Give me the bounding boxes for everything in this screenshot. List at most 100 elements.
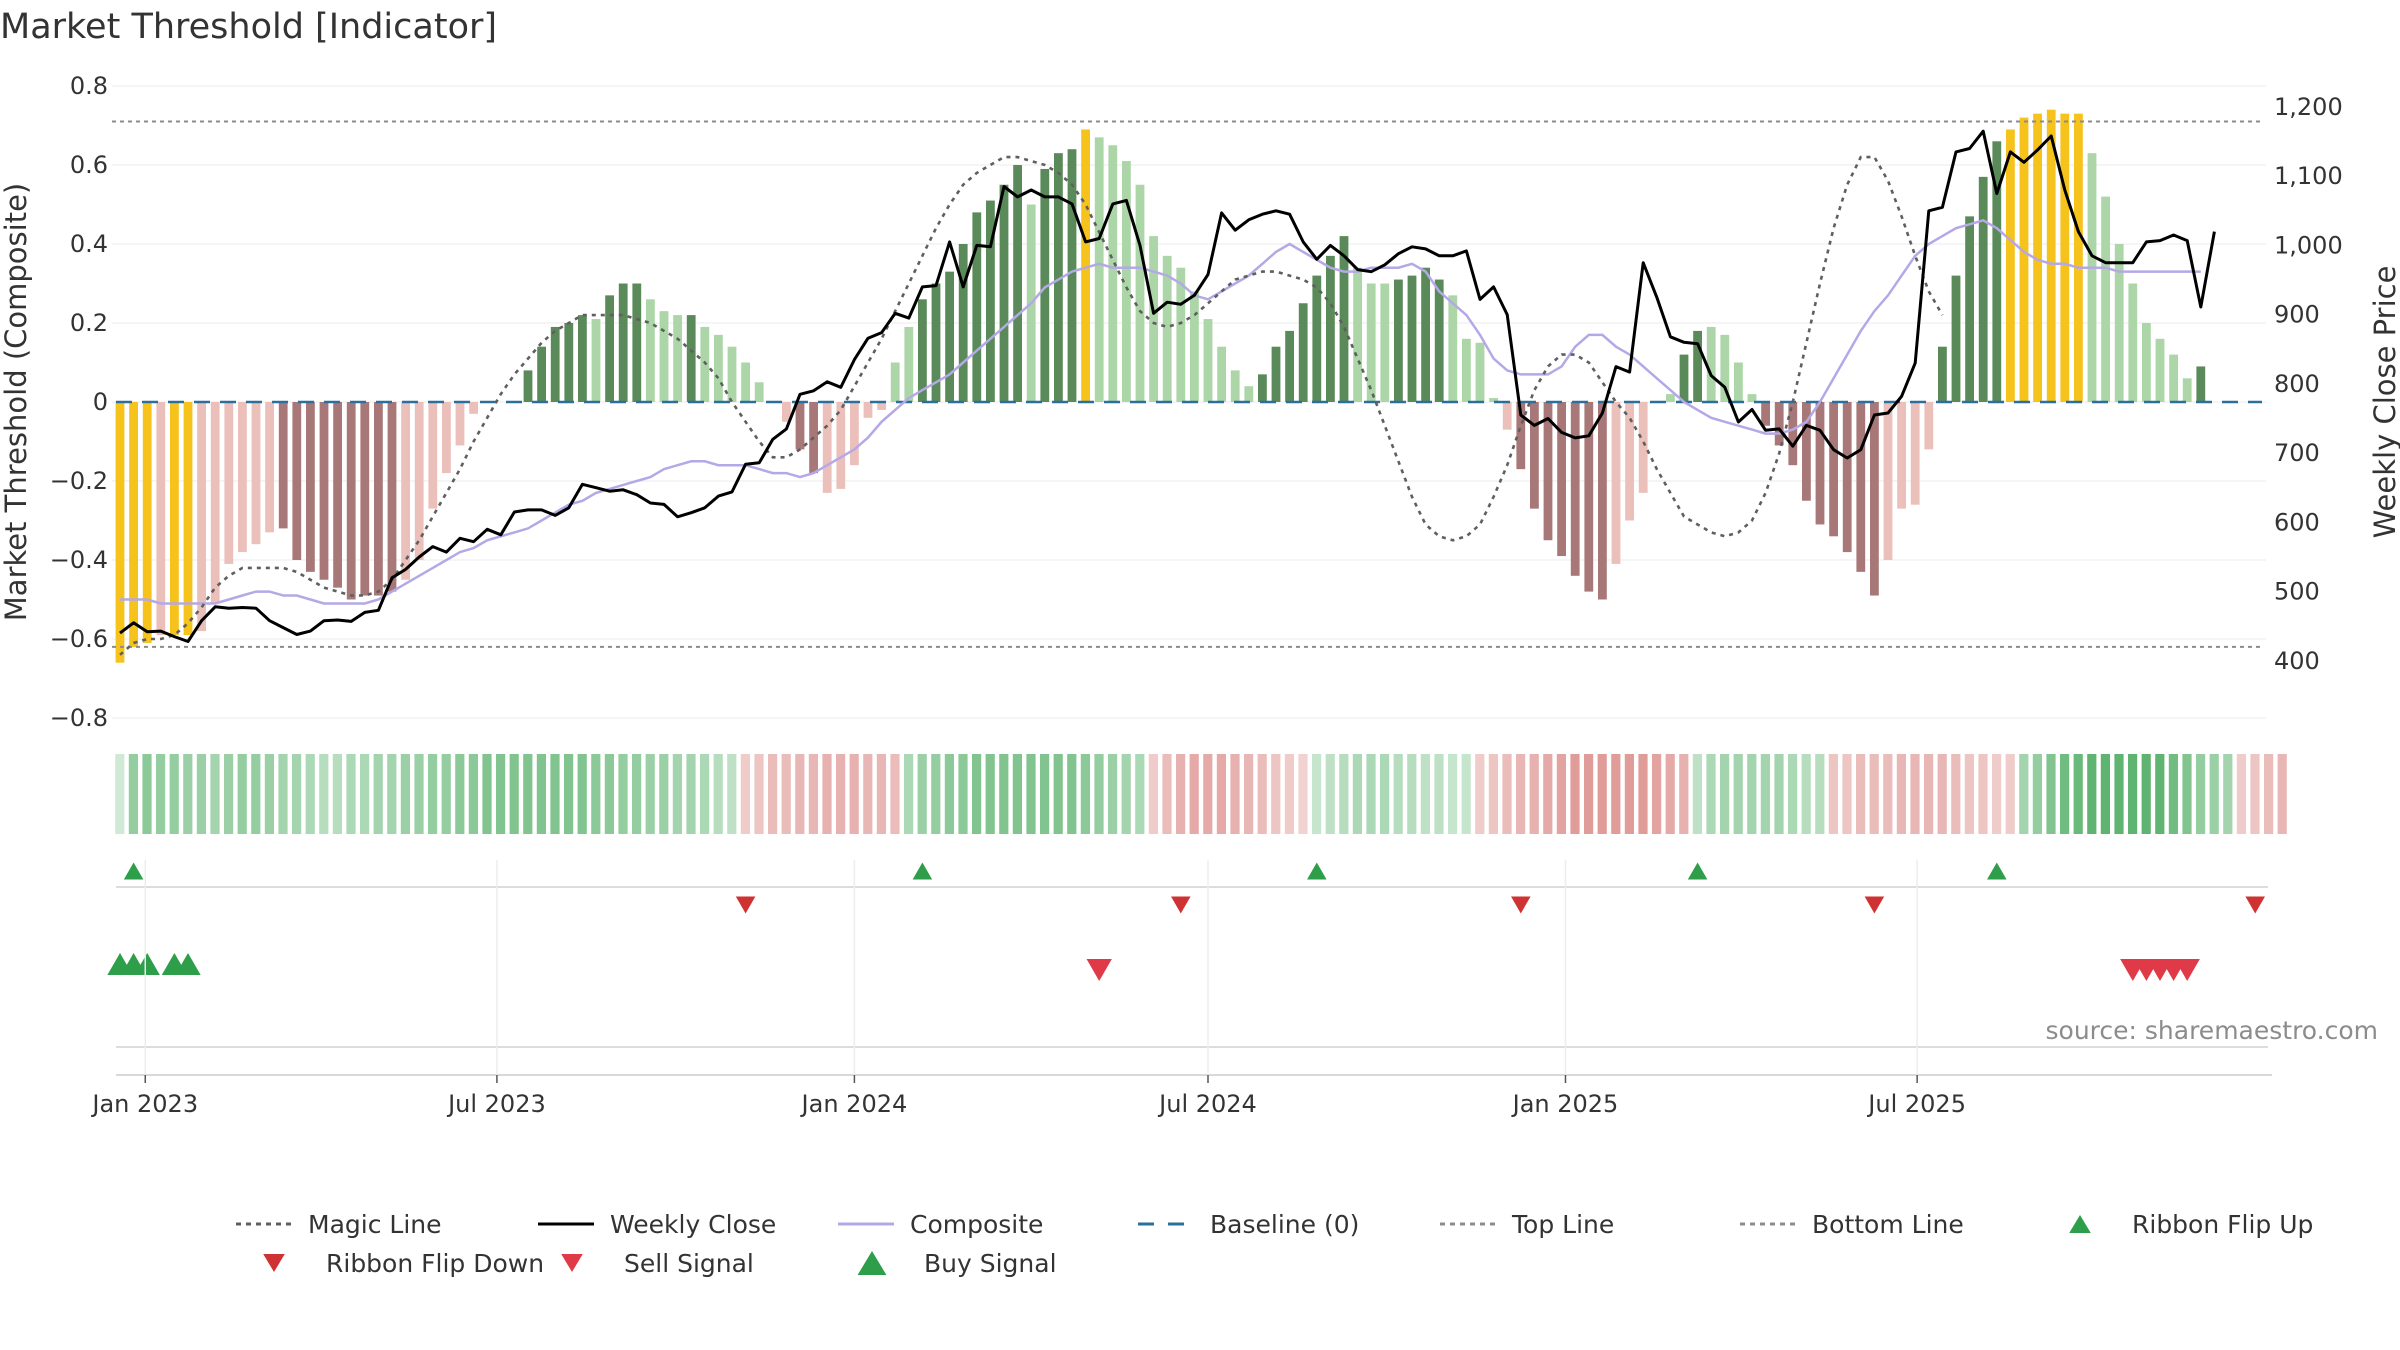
composite-bar	[1938, 346, 1947, 402]
ribbon-cell	[196, 754, 206, 834]
x-tick-label: Jul 2023	[446, 1090, 546, 1118]
composite-bar	[1706, 326, 1716, 402]
ribbon-cell	[2223, 754, 2233, 834]
ribbon-cell	[808, 754, 818, 834]
ribbon-cell	[876, 754, 886, 834]
ribbon-cell	[1801, 754, 1811, 834]
legend-swatch	[263, 1254, 285, 1272]
ribbon-cell	[346, 754, 356, 834]
composite-bar	[1149, 236, 1158, 402]
ribbon-cell	[1692, 754, 1702, 834]
composite-bar	[306, 402, 315, 572]
composite-bar	[1502, 402, 1512, 430]
composite-bar	[1421, 267, 1430, 402]
legend-label: Baseline (0)	[1210, 1210, 1359, 1239]
sell-signal-marker	[1086, 959, 1112, 981]
ribbon-flip-up-marker	[912, 862, 933, 880]
ribbon-cell	[1992, 754, 2002, 834]
ribbon-cell	[1366, 754, 1376, 834]
composite-bar	[251, 402, 261, 545]
composite-bar	[1013, 165, 1022, 402]
ribbon-cell	[1475, 754, 1485, 834]
main-panel-lines	[112, 120, 2262, 656]
ribbon-cell	[428, 754, 438, 834]
composite-bar	[1924, 402, 1934, 450]
composite-bar	[238, 402, 247, 553]
ribbon-cell	[1203, 754, 1213, 834]
legend-label: Ribbon Flip Up	[2132, 1210, 2313, 1239]
x-tick-label: Jul 2024	[1157, 1090, 1257, 1118]
composite-bar	[782, 402, 791, 422]
composite-bar	[673, 315, 682, 402]
ribbon-cell	[2264, 754, 2274, 834]
composite-bar	[836, 402, 846, 489]
ribbon-cell	[1407, 754, 1417, 834]
composite-bar	[1054, 153, 1063, 402]
ribbon-cell	[1216, 754, 1226, 834]
ribbon-cell	[1883, 754, 1893, 834]
composite-bar	[1380, 283, 1390, 402]
ribbon-cell	[387, 754, 397, 834]
composite-bar	[727, 346, 737, 402]
ribbon-cell	[2155, 754, 2165, 834]
composite-bar	[374, 402, 383, 596]
legend: Magic Line Weekly Close Composite Baseline …	[236, 1210, 2313, 1278]
composite-bar	[686, 315, 696, 402]
ribbon-cell	[1828, 754, 1838, 834]
ribbon-cell	[1012, 754, 1022, 834]
composite-bars	[115, 109, 2206, 663]
composite-bar	[1353, 267, 1362, 402]
composite-bar	[1475, 342, 1485, 402]
ribbon-cell	[115, 754, 125, 834]
ribbon-cell	[768, 754, 778, 834]
ribbon-cell	[400, 754, 410, 834]
composite-bar	[1747, 394, 1757, 402]
ribbon-cell	[142, 754, 152, 834]
ribbon-cell	[360, 754, 370, 834]
left-axis-title: Market Threshold (Composite)	[0, 183, 33, 621]
legend-item: Composite	[838, 1210, 1043, 1239]
composite-bar	[1910, 402, 1920, 505]
composite-bar	[1856, 402, 1866, 572]
composite-bar	[2128, 283, 2138, 402]
legend-label: Weekly Close	[610, 1210, 776, 1239]
ribbon-cell	[251, 754, 261, 834]
legend-swatch	[857, 1251, 887, 1275]
ribbon-flip-down-marker	[1864, 896, 1885, 914]
ribbon-cell	[591, 754, 601, 834]
right-axis-ticks: 1,200 1,100 1,000 900 800 700 600 500 400	[2274, 93, 2343, 675]
composite-bar	[1774, 402, 1784, 446]
legend-label: Magic Line	[308, 1210, 442, 1239]
ribbon-cell	[1380, 754, 1390, 834]
ribbon-cell	[754, 754, 764, 834]
ribbon-cell	[2032, 754, 2042, 834]
ribbon-cell	[1448, 754, 1458, 834]
ribbon-cell	[1584, 754, 1594, 834]
y2-tick-label: 500	[2274, 578, 2320, 606]
composite-bar	[469, 402, 478, 414]
ribbon-cell	[1026, 754, 1036, 834]
composite-bar	[1842, 402, 1852, 553]
ribbon-cell	[1624, 754, 1634, 834]
composite-bar	[863, 402, 873, 418]
composite-bar	[197, 402, 206, 632]
ribbon-cell	[659, 754, 669, 834]
composite-bar	[1081, 129, 1090, 402]
ribbon-cell	[183, 754, 193, 834]
buy-signal-marker	[134, 953, 160, 975]
composite-bar	[1693, 330, 1702, 402]
y-tick-label: 0	[93, 388, 108, 416]
ribbon-cell	[972, 754, 982, 834]
legend-label: Ribbon Flip Down	[326, 1249, 544, 1278]
composite-bar	[714, 334, 723, 402]
composite-line	[120, 218, 2201, 605]
ribbon-cell	[1665, 754, 1675, 834]
ribbon-cell	[156, 754, 166, 834]
legend-item: Ribbon Flip Up	[2069, 1210, 2313, 1239]
date-axis-ticks: Jan 2023 Jul 2023 Jan 2024 Jul 2024 Jan 2025…	[90, 860, 1966, 1118]
ribbon-cell	[1924, 754, 1934, 834]
composite-bar	[129, 402, 138, 647]
composite-bar	[1312, 275, 1322, 402]
ribbon-cell	[1611, 754, 1621, 834]
composite-bar	[1965, 216, 1974, 402]
